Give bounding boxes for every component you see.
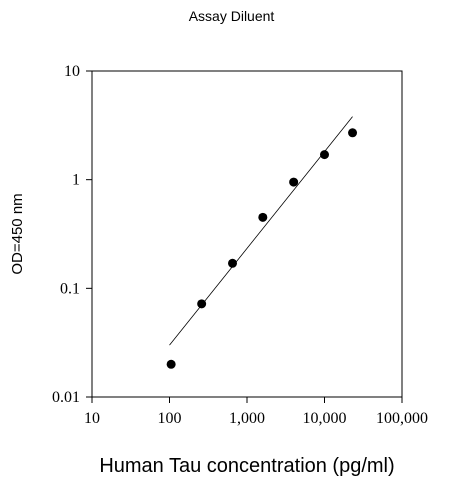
x-tick-label: 10 <box>84 410 100 427</box>
y-tick-label: 0.01 <box>52 389 80 406</box>
x-tick-label: 100 <box>158 410 182 427</box>
data-point <box>258 212 268 222</box>
y-tick-label: 10 <box>64 63 80 80</box>
y-axis-label: OD=450 nm <box>9 193 26 274</box>
data-point <box>228 258 238 268</box>
x-tick-label: 100,000 <box>376 410 428 427</box>
y-tick-label: 0.1 <box>60 280 80 297</box>
data-point <box>166 359 176 369</box>
data-point <box>320 150 329 160</box>
data-point <box>289 177 299 187</box>
plot-frame <box>91 70 403 398</box>
x-axis-ticks: 10 100 1,000 10,000 100,000 <box>84 397 428 427</box>
x-tick-label: 10,000 <box>303 410 347 427</box>
y-tick-label: 1 <box>72 172 80 189</box>
chart-title: Assay Diluent <box>188 8 275 24</box>
y-axis-ticks: 0.01 0.1 1 10 <box>52 63 92 406</box>
x-tick-label: 1,000 <box>229 410 265 427</box>
x-axis-label: Human Tau concentration (pg/ml) <box>99 455 394 477</box>
data-point <box>348 128 358 138</box>
data-points <box>166 128 358 369</box>
data-point <box>197 299 207 309</box>
